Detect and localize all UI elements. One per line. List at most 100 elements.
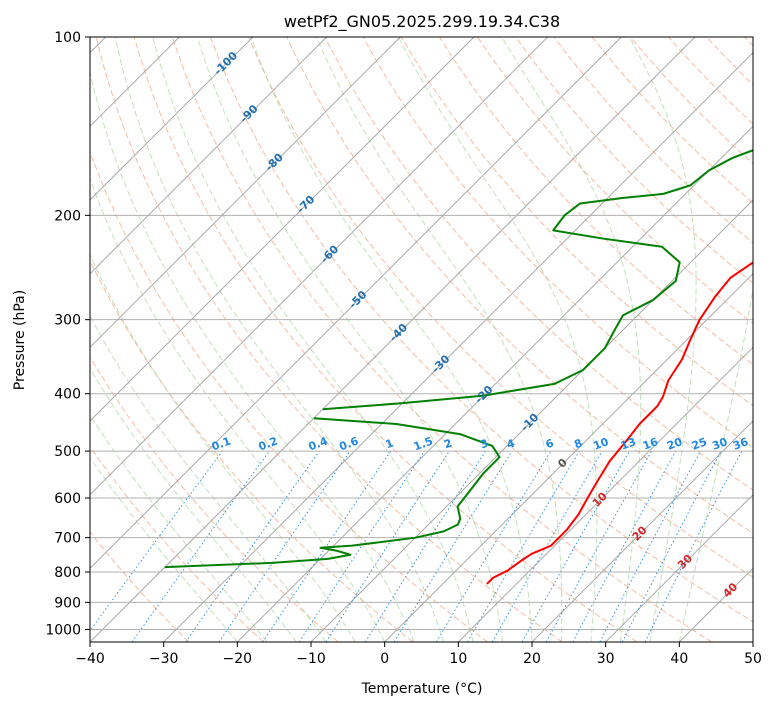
mixing-ratio-label: 30 (710, 435, 729, 453)
x-tick-label: −40 (75, 651, 105, 667)
dry-adiabat (286, 37, 753, 534)
y-tick-label: 1000 (45, 622, 81, 638)
isotherm (90, 37, 696, 642)
isotherm (90, 37, 475, 422)
moist-adiabat (250, 37, 533, 642)
moist-adiabat (90, 456, 238, 642)
x-tick-label: 20 (523, 651, 541, 667)
isotherm (457, 346, 753, 642)
mixing-ratio-label: 16 (641, 435, 660, 453)
isotherm (384, 272, 753, 642)
y-tick-label: 500 (54, 444, 81, 460)
x-axis-label: Temperature (°C) (361, 681, 483, 697)
y-tick-label: 600 (54, 491, 81, 507)
chart-title: wetPf2_GN05.2025.299.19.34.C38 (284, 12, 560, 32)
y-tick-label: 300 (54, 313, 81, 329)
dry-adiabat (439, 37, 753, 365)
mixing-ratio-line (218, 450, 351, 642)
isotherm (605, 493, 753, 642)
mixing-ratio-line (545, 450, 653, 642)
series-line-2 (164, 417, 501, 569)
x-tick-label: 40 (670, 651, 688, 667)
mixing-ratio-label: 36 (731, 435, 750, 453)
y-axis: 100 200 300 400 500 600 700 800 900 1000 (45, 30, 90, 638)
mixing-ratio-label: 0.2 (257, 435, 280, 454)
mixing-ratio-label: 0.1 (210, 435, 233, 454)
mixing-ratio-label: 13 (619, 435, 638, 452)
x-tick-label: −20 (223, 651, 253, 667)
isotherm (90, 37, 622, 570)
dry-adiabat (210, 37, 753, 623)
dry-adiabat (515, 37, 753, 284)
moist-adiabat (152, 37, 474, 642)
moist-adiabat (315, 37, 563, 642)
dry-adiabat (629, 37, 753, 165)
background-lines (90, 37, 753, 642)
isotherm (310, 199, 753, 642)
mixing-ratio-line (90, 450, 223, 632)
mixing-ratio-label: 0.4 (307, 434, 330, 453)
moist-adiabat (114, 37, 445, 642)
mixing-ratio-line (325, 450, 450, 642)
x-tick-label: 30 (597, 651, 615, 667)
dry-adiabat (477, 37, 753, 325)
mixing-ratio-line (572, 450, 677, 642)
dry-adiabat (248, 37, 753, 578)
moist-adiabat (90, 414, 268, 642)
x-tick-label: 10 (449, 651, 467, 667)
isotherm (90, 37, 328, 275)
y-tick-label: 900 (54, 595, 81, 611)
mixing-ratio-label: 6 (544, 436, 556, 451)
y-axis-label: Pressure (hPa) (12, 290, 28, 390)
x-tick-label: 0 (380, 651, 389, 667)
mixing-ratio-label: 0.6 (338, 434, 361, 453)
mixing-ratio-label: 2 (442, 437, 454, 452)
dry-adiabat (553, 37, 753, 244)
dry-adiabat (400, 37, 753, 407)
mixing-ratio-line (435, 450, 552, 642)
moist-adiabat (628, 37, 697, 642)
y-tick-label: 800 (54, 565, 81, 581)
y-tick-label: 400 (54, 387, 81, 403)
isotherm (163, 51, 753, 642)
dry-adiabat (95, 37, 563, 642)
series-line-1 (322, 149, 753, 411)
mixing-ratio-label: 8 (572, 437, 584, 452)
moist-adiabat (397, 37, 598, 642)
mixing-ratio-label: 4 (505, 436, 517, 451)
mixing-ratio-line (131, 450, 270, 642)
mixing-ratio-label: 1.5 (412, 435, 435, 454)
mixing-ratio-line (364, 450, 486, 642)
mixing-ratio-line (491, 450, 603, 642)
mixing-ratio-line (467, 450, 580, 642)
x-axis: −40 −30 −20 −10 0 10 20 30 40 50 (75, 642, 762, 667)
pressure-gridlines (90, 37, 753, 630)
isotherm (90, 37, 254, 201)
moist-adiabat (90, 253, 356, 642)
moist-adiabat (501, 37, 642, 642)
mixing-ratio-label: 20 (665, 435, 684, 453)
mixing-ratio-label: 1 (384, 437, 396, 452)
dry-adiabat (133, 37, 638, 642)
dry-adiabat (591, 37, 753, 204)
moist-adiabat (678, 285, 753, 642)
x-tick-label: −30 (149, 651, 179, 667)
mixing-ratio-line (185, 450, 320, 642)
y-tick-label: 100 (54, 30, 81, 46)
dry-adiabat (90, 150, 488, 642)
moist-adiabat (90, 177, 386, 642)
moist-adiabat (196, 37, 504, 642)
isotherm (90, 37, 401, 349)
series-line-0 (486, 261, 753, 585)
mixing-ratio-line (393, 450, 513, 642)
dry-adiabat (90, 259, 414, 642)
mixing-ratio-label: 10 (592, 435, 611, 453)
mixing-ratio-label: 3 (478, 437, 490, 452)
dry-adiabat (90, 531, 190, 642)
dry-adiabat (90, 356, 339, 642)
isotherm (531, 420, 753, 642)
moist-adiabat (90, 70, 415, 642)
y-tick-label: 200 (54, 208, 81, 224)
